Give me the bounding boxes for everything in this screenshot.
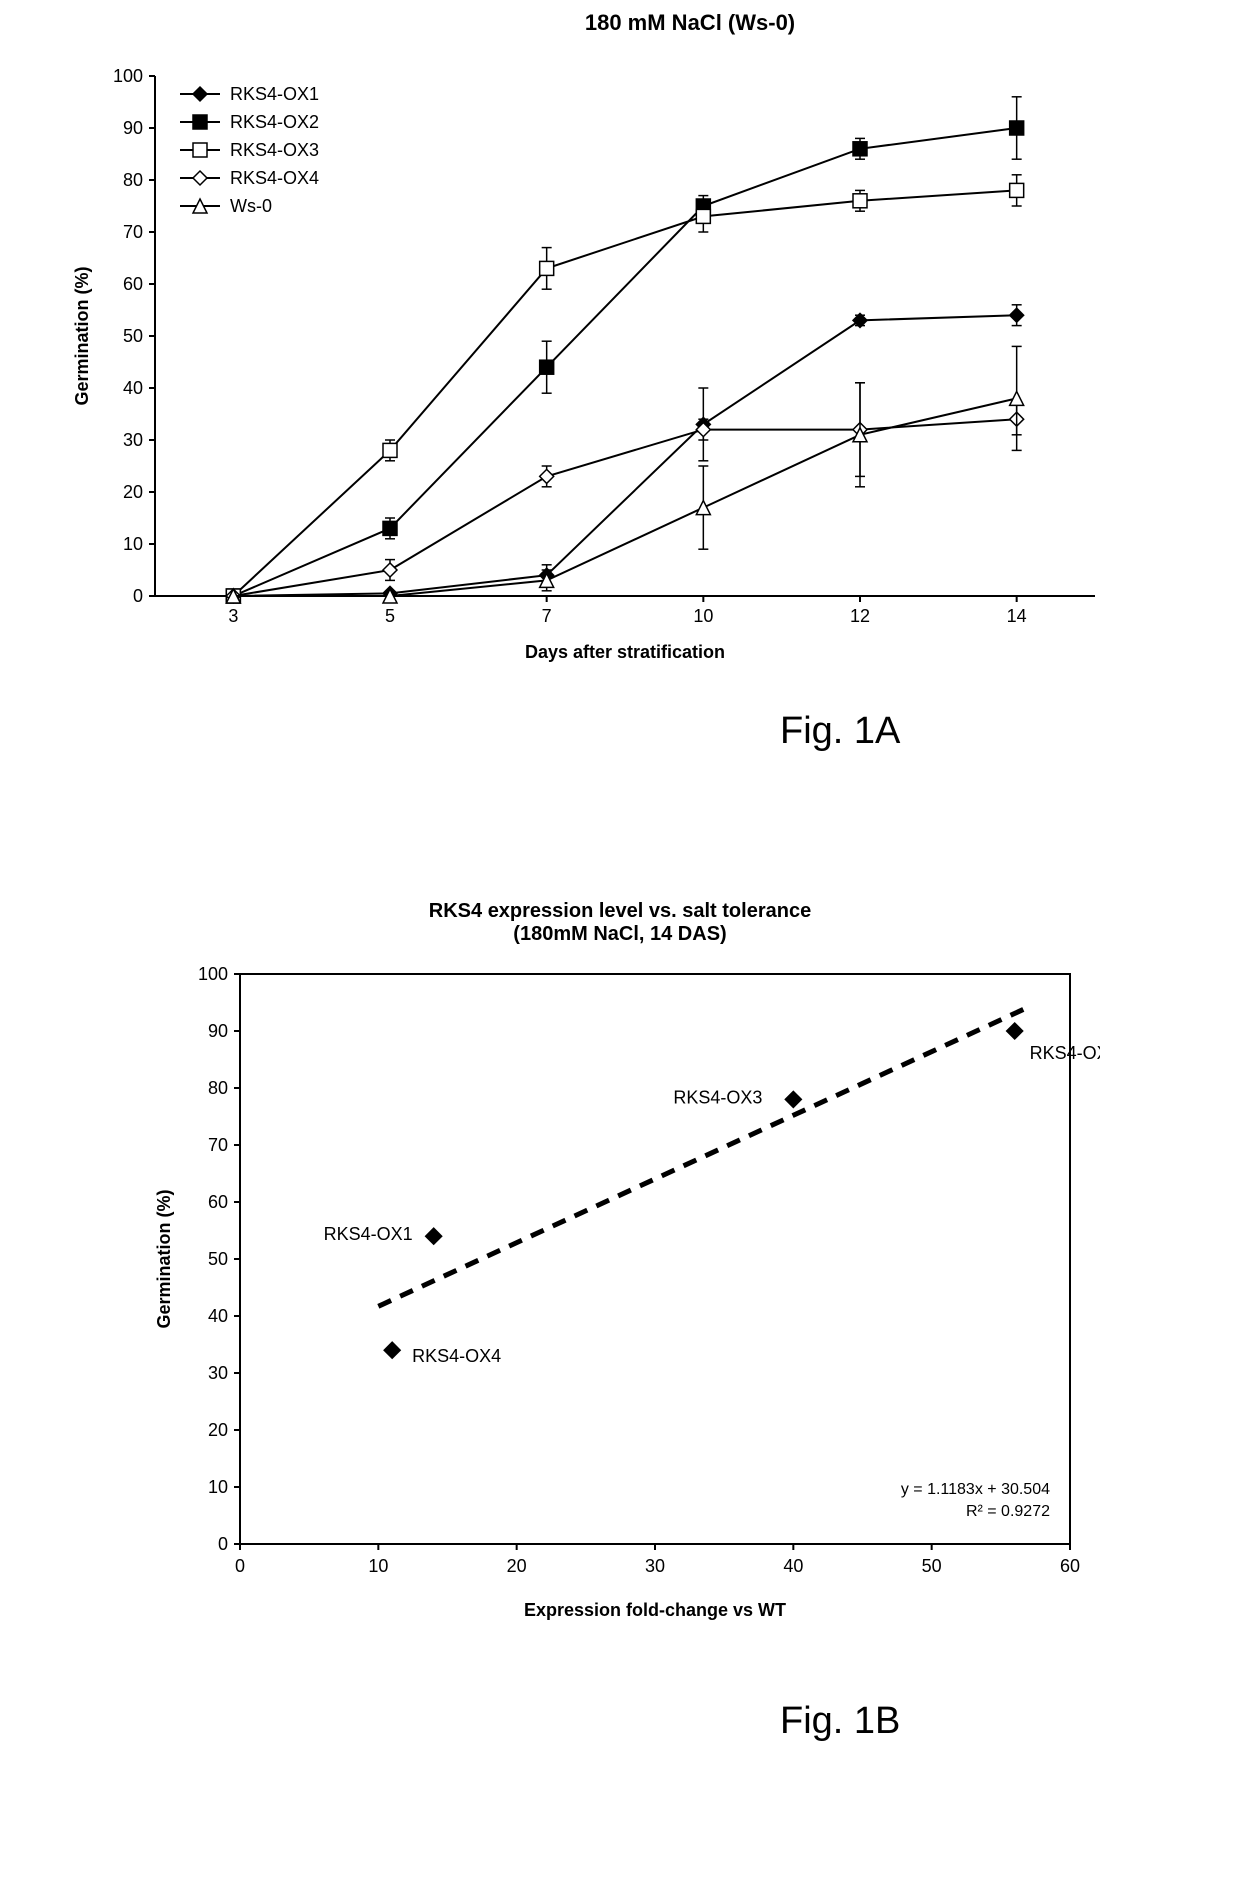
svg-text:RKS4-OX3: RKS4-OX3 bbox=[230, 140, 319, 160]
svg-text:12: 12 bbox=[850, 606, 870, 626]
svg-text:0: 0 bbox=[218, 1534, 228, 1554]
svg-text:90: 90 bbox=[123, 118, 143, 138]
svg-text:14: 14 bbox=[1007, 606, 1027, 626]
svg-text:40: 40 bbox=[783, 1556, 803, 1576]
svg-text:70: 70 bbox=[208, 1135, 228, 1155]
svg-text:Expression fold-change vs WT: Expression fold-change vs WT bbox=[524, 1600, 786, 1620]
svg-text:20: 20 bbox=[208, 1420, 228, 1440]
svg-text:40: 40 bbox=[123, 378, 143, 398]
chart-a-container: 180 mM NaCl (Ws-0) 0 10 20 30 40 50 60 70 80 90 10… bbox=[60, 10, 1160, 681]
svg-text:30: 30 bbox=[123, 430, 143, 450]
svg-text:10: 10 bbox=[693, 606, 713, 626]
chart-b-title-line1: RKS4 expression level vs. salt tolerance bbox=[140, 900, 1100, 923]
svg-text:40: 40 bbox=[208, 1306, 228, 1326]
svg-text:RKS4-OX2: RKS4-OX2 bbox=[1030, 1043, 1100, 1063]
svg-text:50: 50 bbox=[208, 1249, 228, 1269]
svg-text:7: 7 bbox=[542, 606, 552, 626]
svg-text:10: 10 bbox=[123, 534, 143, 554]
svg-text:20: 20 bbox=[123, 482, 143, 502]
svg-text:RKS4-OX1: RKS4-OX1 bbox=[230, 84, 319, 104]
svg-text:0: 0 bbox=[133, 586, 143, 606]
svg-text:10: 10 bbox=[208, 1477, 228, 1497]
svg-text:20: 20 bbox=[507, 1556, 527, 1576]
svg-text:100: 100 bbox=[198, 964, 228, 984]
svg-text:RKS4-OX2: RKS4-OX2 bbox=[230, 112, 319, 132]
svg-text:60: 60 bbox=[123, 274, 143, 294]
svg-text:60: 60 bbox=[1060, 1556, 1080, 1576]
svg-text:80: 80 bbox=[123, 170, 143, 190]
svg-text:0: 0 bbox=[235, 1556, 245, 1576]
svg-text:5: 5 bbox=[385, 606, 395, 626]
svg-text:100: 100 bbox=[113, 66, 143, 86]
svg-text:70: 70 bbox=[123, 222, 143, 242]
svg-text:50: 50 bbox=[922, 1556, 942, 1576]
svg-text:RKS4-OX1: RKS4-OX1 bbox=[324, 1224, 413, 1244]
svg-text:Ws-0: Ws-0 bbox=[230, 196, 272, 216]
chart-b-container: RKS4 expression level vs. salt tolerance… bbox=[140, 900, 1100, 1639]
svg-text:Germination (%): Germination (%) bbox=[72, 266, 92, 405]
svg-text:80: 80 bbox=[208, 1078, 228, 1098]
svg-text:RKS4-OX4: RKS4-OX4 bbox=[230, 168, 319, 188]
fig-1a-label: Fig. 1A bbox=[780, 710, 900, 753]
chart-b-title-line2: (180mM NaCl, 14 DAS) bbox=[140, 923, 1100, 946]
chart-b-svg: 0 10 20 30 40 50 60 70 80 90 100 0 10 20 30 40 50 60 Germi… bbox=[140, 954, 1100, 1634]
svg-text:RKS4-OX3: RKS4-OX3 bbox=[673, 1087, 762, 1107]
chart-a-svg: 0 10 20 30 40 50 60 70 80 90 100 3 5 7 10 12 14 Germinati… bbox=[60, 56, 1120, 676]
svg-text:3: 3 bbox=[228, 606, 238, 626]
svg-text:y = 1.1183x + 30.504: y = 1.1183x + 30.504 bbox=[901, 1481, 1050, 1498]
svg-text:Germination (%): Germination (%) bbox=[154, 1189, 174, 1328]
svg-text:90: 90 bbox=[208, 1021, 228, 1041]
chart-b-title: RKS4 expression level vs. salt tolerance… bbox=[140, 900, 1100, 946]
svg-text:10: 10 bbox=[368, 1556, 388, 1576]
svg-text:R² = 0.9272: R² = 0.9272 bbox=[966, 1503, 1050, 1520]
svg-text:50: 50 bbox=[123, 326, 143, 346]
svg-text:Days after stratification: Days after stratification bbox=[525, 642, 725, 662]
svg-text:30: 30 bbox=[208, 1363, 228, 1383]
svg-text:30: 30 bbox=[645, 1556, 665, 1576]
svg-text:60: 60 bbox=[208, 1192, 228, 1212]
page: 180 mM NaCl (Ws-0) 010203040506070809010… bbox=[0, 0, 1240, 1896]
svg-text:RKS4-OX4: RKS4-OX4 bbox=[412, 1346, 501, 1366]
fig-1b-label: Fig. 1B bbox=[780, 1700, 900, 1743]
chart-a-title: 180 mM NaCl (Ws-0) bbox=[60, 10, 1160, 36]
